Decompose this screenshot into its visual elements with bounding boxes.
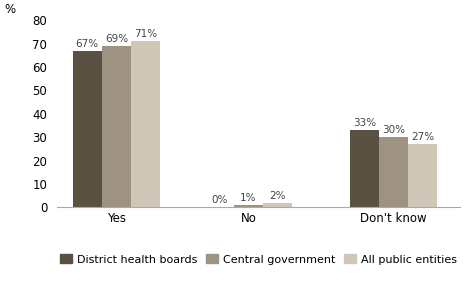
Text: 69%: 69% (105, 34, 128, 44)
Legend: District health boards, Central government, All public entities: District health boards, Central governme… (60, 254, 456, 265)
Bar (408, 144, 438, 207)
Bar (234, 205, 263, 207)
Text: 71%: 71% (134, 29, 157, 39)
Text: 0%: 0% (211, 196, 228, 206)
Bar (350, 130, 379, 207)
Text: 1%: 1% (240, 193, 257, 203)
Text: %: % (5, 3, 16, 16)
Bar (379, 137, 408, 207)
Bar (73, 51, 102, 207)
Text: 30%: 30% (382, 125, 405, 135)
Bar (263, 203, 292, 207)
Bar (102, 46, 131, 207)
Text: 27%: 27% (411, 132, 434, 142)
Text: 33%: 33% (353, 118, 376, 128)
Text: 2%: 2% (269, 191, 286, 201)
Text: 67%: 67% (76, 39, 99, 49)
Bar (131, 41, 160, 207)
